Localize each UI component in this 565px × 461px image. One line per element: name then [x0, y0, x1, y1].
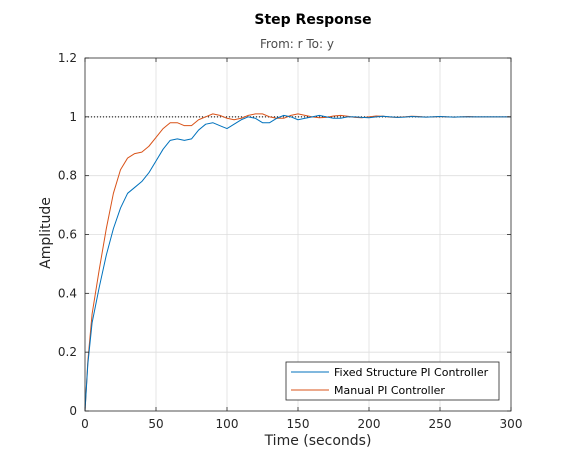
legend-label-manual: Manual PI Controller [334, 384, 445, 397]
y-tick-label: 1 [69, 110, 77, 124]
legend-label-fixed-structure: Fixed Structure PI Controller [334, 366, 489, 379]
y-tick-label: 1.2 [58, 51, 77, 65]
x-axis-label: Time (seconds) [264, 433, 372, 449]
y-axis-label: Amplitude [38, 197, 54, 269]
legend-box [285, 361, 500, 401]
y-tick-label: 0.2 [58, 345, 77, 359]
legend: Fixed Structure PI Controller Manual PI … [285, 361, 500, 401]
y-tick-label: 0.8 [58, 169, 77, 183]
x-tick-label: 300 [500, 417, 523, 431]
x-tick-label: 100 [216, 417, 239, 431]
tick-labels: 0 50 100 150 200 250 300 0 0.2 0.4 0.6 0.8 1 1.2 [58, 51, 523, 431]
x-tick-label: 200 [358, 417, 381, 431]
series-line-fixed-structure [84, 114, 511, 412]
chart-title: Step Response [254, 12, 371, 28]
x-tick-label: 250 [429, 417, 452, 431]
x-tick-label: 50 [148, 417, 163, 431]
y-tick-label: 0 [69, 404, 77, 418]
y-tick-label: 0.6 [58, 228, 77, 242]
ticks [84, 57, 512, 412]
y-tick-label: 0.4 [58, 286, 77, 300]
series-group [84, 113, 511, 412]
x-tick-label: 150 [287, 417, 310, 431]
x-tick-label: 0 [81, 417, 89, 431]
chart-subtitle: From: r To: y [260, 37, 334, 51]
